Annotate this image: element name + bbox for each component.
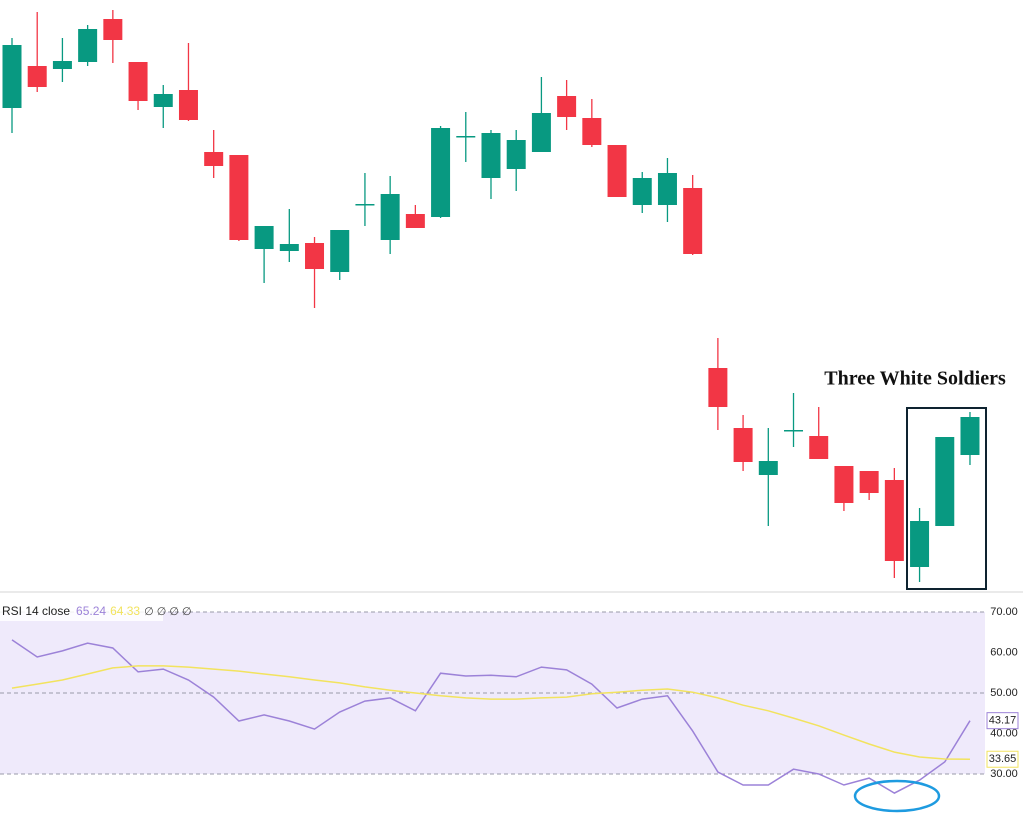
highlight-ellipse	[853, 779, 941, 813]
candle-body	[481, 133, 501, 178]
rsi-line	[11, 639, 971, 794]
candle-body	[431, 128, 451, 217]
annotation: Three White Soldiers	[824, 368, 1006, 390]
candle-body	[531, 113, 551, 152]
candle-body	[784, 430, 804, 432]
candle-body	[27, 66, 47, 87]
candle-body	[52, 61, 72, 69]
candle-body	[607, 145, 627, 197]
candle-body	[683, 188, 703, 254]
candle-body	[582, 118, 602, 145]
candle-body	[305, 243, 325, 269]
candle-body	[128, 62, 148, 101]
candle-body	[153, 94, 173, 107]
candle-body	[935, 437, 955, 526]
candle-body	[834, 466, 854, 503]
y-tick-label: 70.00	[990, 606, 1018, 618]
candle-body	[380, 194, 400, 240]
candle-body	[910, 521, 930, 567]
candle-body	[254, 226, 274, 249]
candle-body	[632, 178, 652, 205]
pattern-box	[906, 407, 987, 590]
candle-body	[733, 428, 753, 462]
candle-body	[204, 152, 224, 166]
candle-body	[279, 244, 299, 251]
candle-body	[78, 29, 98, 62]
candle-body	[708, 368, 728, 407]
legend-value: 64.33	[110, 604, 140, 618]
candle-body	[330, 230, 350, 272]
y-tick-label: 40.00	[990, 727, 1018, 739]
y-tick-label: 30.00	[990, 768, 1018, 780]
candle-body	[229, 155, 249, 240]
candle-body	[809, 436, 829, 459]
candle-body	[557, 96, 577, 117]
candle-body	[657, 173, 677, 205]
candle-body	[456, 136, 476, 138]
legend-bg	[0, 603, 163, 621]
rsi-line	[11, 665, 971, 760]
candle-body	[355, 204, 375, 206]
candle-body	[2, 45, 22, 108]
candle-body	[178, 90, 198, 120]
legend-title: RSI 14 close	[2, 604, 70, 618]
candle-body	[405, 214, 425, 228]
candle-body	[103, 19, 123, 40]
value-label-box	[986, 750, 1019, 768]
value-label: 33.65	[989, 753, 1017, 765]
candle-body	[758, 461, 778, 475]
y-tick-label: 60.00	[990, 646, 1018, 658]
y-tick-label: 50.00	[990, 687, 1018, 699]
candle-body	[960, 417, 980, 455]
value-label: 43.17	[989, 715, 1017, 727]
legend-value: 65.24	[76, 604, 106, 618]
candle-body	[884, 480, 904, 561]
legend-extra: ∅ ∅ ∅ ∅	[144, 606, 192, 618]
value-label-box	[986, 712, 1019, 730]
candle-body	[859, 471, 879, 493]
candle-body	[506, 140, 526, 169]
